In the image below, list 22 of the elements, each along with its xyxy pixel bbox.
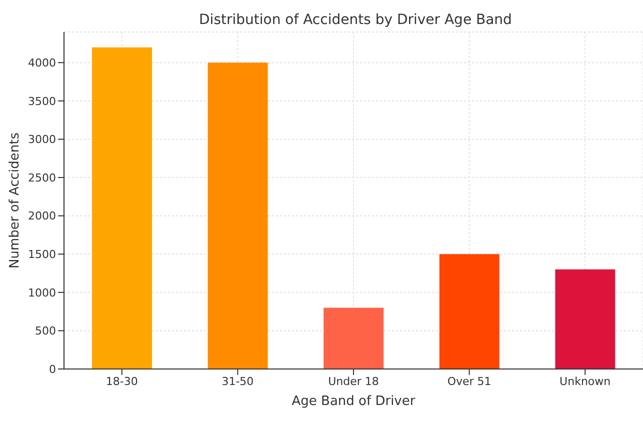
x-tick-label: 18-30 [106, 374, 138, 388]
bar [92, 47, 152, 369]
y-tick-label: 0 [49, 362, 56, 376]
x-axis-title: Age Band of Driver [292, 394, 416, 409]
y-tick-label: 3500 [28, 94, 56, 108]
y-tick-label: 500 [35, 324, 56, 338]
y-tick-label: 3000 [28, 133, 56, 146]
y-tick-label: 4000 [28, 56, 56, 70]
x-tick-label: 31-50 [222, 374, 254, 388]
bar [208, 62, 268, 369]
x-tick-label: Unknown [560, 374, 611, 388]
chart-title: Distribution of Accidents by Driver Age Band [198, 12, 513, 28]
bar [555, 269, 616, 369]
y-tick-label: 2000 [28, 210, 56, 223]
bar [324, 308, 384, 369]
y-tick-label: 1000 [28, 286, 56, 300]
x-tick-label: Under 18 [328, 374, 379, 388]
y-tick-label: 2500 [28, 171, 56, 184]
bar [439, 254, 500, 369]
y-tick-label: 1500 [28, 248, 56, 262]
y-axis-title: Number of Accidents [8, 132, 23, 268]
x-tick-label: Over 51 [447, 374, 492, 388]
